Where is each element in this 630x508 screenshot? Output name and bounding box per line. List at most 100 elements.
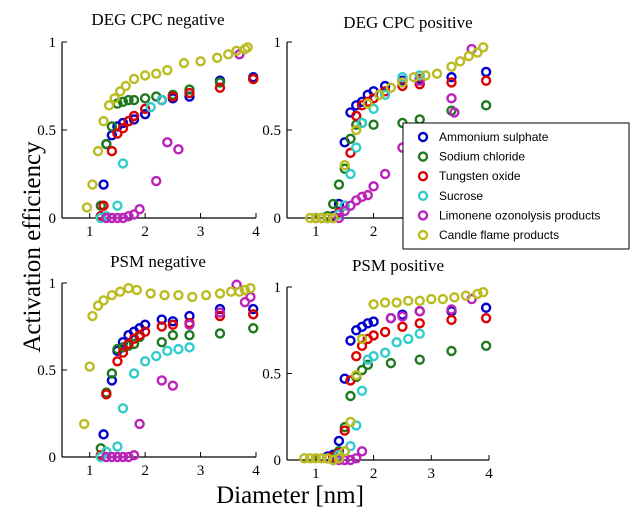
- data-point: [327, 212, 339, 224]
- data-point: [167, 316, 179, 327]
- data-point: [167, 330, 179, 341]
- data-point: [345, 335, 356, 346]
- data-point: [446, 345, 457, 357]
- data-point: [114, 86, 126, 97]
- data-point: [437, 293, 449, 305]
- legend-marker: [417, 131, 429, 143]
- data-point: [95, 212, 107, 224]
- panel-3: PSM negative 1 2 3 4 0 0.5 1: [37, 252, 260, 479]
- data-point: [167, 319, 179, 330]
- x-tick-label: 3: [197, 224, 205, 240]
- data-point: [214, 328, 226, 339]
- data-point: [117, 96, 129, 108]
- data-point: [339, 425, 350, 436]
- data-point: [414, 70, 425, 81]
- data-point: [214, 82, 226, 93]
- data-point: [134, 418, 145, 430]
- data-point: [248, 303, 259, 315]
- data-point: [446, 314, 457, 326]
- data-point: [480, 100, 492, 111]
- data-point: [101, 389, 112, 400]
- data-point: [101, 451, 112, 463]
- y-tick-label: 0: [49, 450, 57, 466]
- data-point: [195, 56, 206, 67]
- data-point: [368, 351, 379, 362]
- y-tick-label: 0: [274, 211, 282, 227]
- x-tick-label: 4: [485, 466, 493, 482]
- data-point: [156, 375, 167, 386]
- data-point: [379, 168, 391, 180]
- data-point: [120, 80, 131, 92]
- y-tick-label: 0.5: [37, 123, 56, 139]
- data-point: [316, 212, 327, 224]
- data-point: [139, 103, 151, 115]
- data-point: [414, 114, 425, 125]
- data-point: [339, 205, 350, 217]
- data-point: [123, 115, 134, 127]
- data-point: [310, 453, 322, 464]
- data-point: [156, 321, 167, 332]
- x-tick-label: 4: [252, 463, 260, 479]
- data-point: [173, 144, 184, 155]
- data-point: [239, 284, 251, 296]
- panel-title: PSM negative: [110, 252, 206, 271]
- data-point: [446, 61, 457, 72]
- data-point: [200, 289, 212, 301]
- legend-marker: [417, 229, 429, 241]
- data-point: [408, 71, 420, 83]
- y-axis-label: Activation efficiency: [19, 141, 46, 353]
- data-point: [92, 300, 104, 311]
- data-point: [112, 451, 123, 463]
- data-point: [117, 158, 129, 169]
- panel-title: DEG CPC negative: [91, 10, 224, 29]
- x-tick-label: 4: [252, 224, 260, 240]
- x-tick-label: 2: [370, 224, 378, 240]
- data-point: [112, 128, 123, 139]
- data-point: [95, 451, 107, 463]
- data-point: [472, 288, 483, 300]
- data-point: [333, 212, 345, 224]
- data-point: [480, 66, 492, 78]
- data-point: [106, 145, 118, 157]
- data-point: [397, 77, 408, 88]
- data-point: [449, 107, 460, 118]
- data-point: [123, 451, 134, 463]
- data-point: [345, 390, 356, 402]
- data-point: [356, 96, 368, 108]
- data-point: [304, 453, 316, 464]
- y-tick-label: 0.5: [262, 367, 281, 383]
- data-point: [397, 311, 408, 322]
- data-point: [480, 340, 492, 352]
- data-point: [362, 359, 373, 371]
- data-point: [480, 312, 492, 324]
- legend-marker: [417, 190, 429, 202]
- data-point: [103, 100, 115, 111]
- data-point: [304, 212, 316, 224]
- series-tungsten-oxide: [95, 73, 259, 222]
- data-point: [420, 70, 431, 81]
- legend-marker: [417, 151, 429, 162]
- y-tick-label: 0: [274, 453, 282, 469]
- data-point: [322, 453, 333, 464]
- data-point: [139, 108, 151, 120]
- data-point: [128, 368, 140, 379]
- data-point: [403, 295, 414, 307]
- data-point: [92, 145, 104, 157]
- data-point: [84, 361, 95, 372]
- data-point: [112, 212, 123, 224]
- data-point: [480, 302, 492, 313]
- data-point: [446, 304, 457, 315]
- data-point: [214, 288, 226, 299]
- data-point: [239, 296, 251, 308]
- data-point: [178, 57, 190, 69]
- data-point: [345, 168, 356, 180]
- data-point: [368, 330, 379, 341]
- data-point: [362, 98, 373, 109]
- data-point: [339, 159, 350, 171]
- y-tick-label: 0.5: [262, 123, 281, 139]
- series-sucrose: [327, 328, 425, 466]
- data-point: [211, 52, 223, 64]
- panel-title: PSM positive: [352, 256, 444, 275]
- data-point: [356, 333, 368, 345]
